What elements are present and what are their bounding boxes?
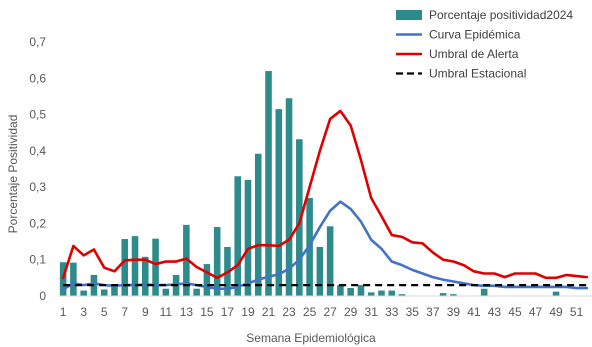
bar [234,176,241,296]
x-tick-label: 9 [142,305,149,319]
x-tick-label: 5 [101,305,108,319]
x-tick-label: 33 [385,305,399,319]
x-tick-label: 27 [323,305,337,319]
bar [388,290,396,296]
bar [367,292,375,296]
bar [131,236,139,296]
legend-label: Umbral de Alerta [429,47,519,61]
bar [450,294,457,296]
x-tick-label: 21 [262,305,276,319]
axes: 00,10,20,30,40,50,60,71 3 5 7 9 11 13 15 17 19 21 2… [29,35,592,319]
x-tick-label: 49 [549,305,563,319]
legend-swatch [396,10,422,20]
y-tick-label: 0,4 [29,144,46,158]
x-tick-label: 1 [60,305,67,319]
x-tick-label: 51 [570,305,584,319]
bar [254,153,262,296]
legend: Porcentaje positividad2024 Curva Epidémic… [396,8,573,81]
legend-label: Porcentaje positividad2024 [429,8,573,22]
bar [121,239,129,296]
bar [80,290,87,296]
y-tick-label: 0,1 [29,253,46,267]
bar [316,247,324,296]
bar [296,139,303,296]
y-tick-label: 0,2 [29,216,46,230]
x-tick-label: 3 [80,305,87,319]
bar [213,227,221,296]
x-tick-label: 29 [344,305,358,319]
x-tick-label: 45 [508,305,522,319]
legend-label: Umbral Estacional [429,67,526,81]
x-tick-label: 43 [488,305,502,319]
x-axis-title: Semana Epidemiológica [246,331,376,345]
x-tick-label: 15 [200,305,214,319]
x-tick-label: 17 [221,305,235,319]
bar [439,293,447,296]
bar [285,98,293,297]
bar [111,285,118,296]
x-tick-label: 25 [303,305,317,319]
bar [357,285,365,296]
bar [162,288,170,296]
y-tick-label: 0,5 [29,108,46,122]
bar [244,179,252,296]
y-tick-label: 0 [39,289,46,303]
x-tick-label: 11 [160,305,173,319]
legend-label: Curva Epidémica [429,28,521,42]
bar [193,288,200,296]
bar [142,256,149,296]
x-tick-label: 23 [282,305,296,319]
bar [183,224,190,296]
bar [275,109,283,296]
bar [337,285,344,296]
bar [347,288,354,296]
x-tick-label: 31 [365,305,379,319]
x-tick-label: 39 [447,305,461,319]
series-line [61,109,589,280]
x-tick-label: 19 [241,305,255,319]
bar [480,288,488,296]
bar [398,294,406,296]
bar [378,290,385,296]
bar [203,264,211,296]
y-axis-title: Porcentaje Positividad [6,115,20,234]
x-tick-label: 13 [180,305,194,319]
x-tick-label: 37 [426,305,440,319]
bar [100,289,108,296]
plot-area [59,71,589,297]
bar [152,238,159,296]
x-tick-label: 35 [406,305,420,319]
bar [326,226,334,296]
x-tick-label: 7 [121,305,128,319]
y-tick-label: 0,6 [29,71,46,85]
y-tick-label: 0,3 [29,180,46,194]
bar [265,71,272,296]
x-tick-label: 47 [529,305,543,319]
bar [70,262,77,296]
bar [552,291,560,296]
y-tick-label: 0,7 [29,35,46,49]
x-tick-label: 41 [467,305,481,319]
